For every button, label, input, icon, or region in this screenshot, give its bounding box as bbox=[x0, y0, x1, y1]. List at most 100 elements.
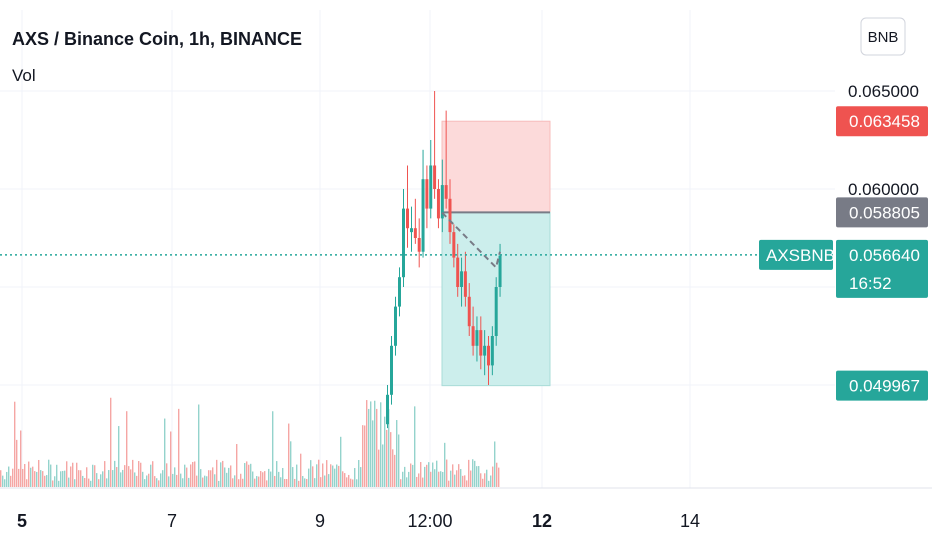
currency-button[interactable]: BNB bbox=[860, 17, 906, 56]
y-axis: 0.065000 0.060000 bbox=[848, 82, 919, 199]
volume-bar bbox=[196, 475, 198, 487]
volume-bar bbox=[96, 473, 98, 487]
volume-bar bbox=[232, 478, 234, 487]
x-tick-label: 7 bbox=[167, 511, 177, 531]
volume-bar bbox=[244, 463, 246, 487]
candle-body bbox=[440, 185, 444, 219]
volume-bar bbox=[332, 465, 334, 487]
volume-bar bbox=[42, 471, 44, 487]
volume-bar bbox=[222, 460, 224, 487]
volume-bar bbox=[442, 471, 444, 487]
volume-bar bbox=[90, 480, 92, 487]
entry-price-value: 0.058805 bbox=[849, 203, 920, 222]
volume-bar bbox=[276, 461, 278, 487]
volume-bar bbox=[134, 472, 136, 487]
volume-bar bbox=[386, 429, 388, 487]
volume-bar bbox=[278, 471, 280, 487]
volume-bar bbox=[348, 474, 350, 487]
candle-body bbox=[421, 179, 425, 252]
projection-line bbox=[441, 211, 501, 270]
volume-bar bbox=[412, 464, 414, 487]
volume-bar bbox=[78, 470, 80, 487]
volume-bar bbox=[30, 467, 32, 487]
volume-bar bbox=[18, 468, 20, 487]
volume-bar bbox=[204, 475, 206, 487]
volume-bar bbox=[194, 461, 196, 487]
volume-bar bbox=[144, 479, 146, 487]
volume-bar bbox=[22, 468, 24, 487]
candle-body bbox=[475, 330, 479, 346]
volume-bar bbox=[488, 480, 490, 487]
volume-bar bbox=[200, 469, 202, 487]
volume-bar bbox=[350, 478, 352, 487]
volume-bar bbox=[476, 466, 478, 487]
volume-bar bbox=[450, 470, 452, 487]
volume-bar bbox=[452, 464, 454, 487]
last-price-countdown: 16:52 bbox=[849, 274, 892, 293]
stop-loss-price-badge bbox=[836, 106, 928, 137]
volume-bar bbox=[292, 467, 294, 487]
volume-bar bbox=[470, 470, 472, 487]
volume-bar bbox=[6, 471, 8, 487]
volume-bar bbox=[328, 474, 330, 487]
x-tick-label: 12:00 bbox=[407, 511, 452, 531]
volume-bar bbox=[366, 400, 368, 487]
volume-bar bbox=[88, 478, 90, 487]
volume-bar bbox=[400, 479, 402, 487]
volume-bar bbox=[212, 467, 214, 487]
volume-bar bbox=[8, 466, 10, 487]
volume-bar bbox=[180, 473, 182, 487]
volume-bar bbox=[188, 477, 190, 487]
volume-bar bbox=[374, 400, 376, 487]
volume-bar bbox=[162, 470, 164, 487]
volume-bar bbox=[50, 464, 52, 487]
volume-bar bbox=[0, 470, 2, 487]
volume-bar bbox=[36, 471, 38, 487]
volume-bar bbox=[190, 464, 192, 487]
volume-bar bbox=[98, 479, 100, 487]
volume-bar bbox=[334, 468, 336, 487]
volume-bar bbox=[444, 442, 446, 487]
candle-body bbox=[398, 277, 401, 307]
volume-bar bbox=[216, 459, 218, 487]
volume-bar bbox=[68, 477, 70, 487]
price-badges: 0.063458 0.058805 0.056640 16:52 AXSBNB 0.049… bbox=[759, 106, 928, 401]
volume-bar bbox=[496, 462, 498, 487]
volume-bar bbox=[46, 475, 48, 487]
price-lines bbox=[0, 211, 835, 270]
volume-bar bbox=[434, 469, 436, 487]
volume-bar bbox=[404, 466, 406, 487]
volume-bar bbox=[106, 478, 108, 487]
volume-bar bbox=[242, 478, 244, 487]
volume-bar bbox=[108, 470, 110, 487]
volume-bar bbox=[486, 469, 488, 487]
volume-bar bbox=[338, 465, 340, 487]
volume-bar bbox=[156, 478, 158, 487]
volume-bar bbox=[100, 474, 102, 487]
volume-bar bbox=[110, 397, 112, 487]
volume-bar bbox=[372, 420, 374, 487]
candle-body bbox=[433, 165, 437, 189]
volume-bar bbox=[268, 468, 270, 487]
volume-bar bbox=[64, 470, 66, 487]
candle-body bbox=[429, 165, 433, 209]
chart-title: AXS / Binance Coin, 1h, BINANCE bbox=[12, 29, 302, 49]
volume-bar bbox=[240, 473, 242, 487]
volume-layer bbox=[0, 397, 500, 487]
volume-bar bbox=[166, 463, 168, 487]
grid-layer bbox=[0, 10, 932, 489]
volume-bar bbox=[490, 475, 492, 487]
volume-bar bbox=[86, 467, 88, 487]
volume-bar bbox=[266, 480, 268, 487]
volume-bar bbox=[480, 473, 482, 487]
volume-bar bbox=[24, 463, 26, 487]
volume-bar bbox=[472, 459, 474, 487]
target-price-badge bbox=[836, 370, 928, 401]
volume-bar bbox=[26, 479, 28, 487]
volume-bar bbox=[140, 462, 142, 487]
volume-bar bbox=[336, 464, 338, 487]
volume-bar bbox=[392, 449, 394, 487]
volume-bar bbox=[440, 471, 442, 487]
